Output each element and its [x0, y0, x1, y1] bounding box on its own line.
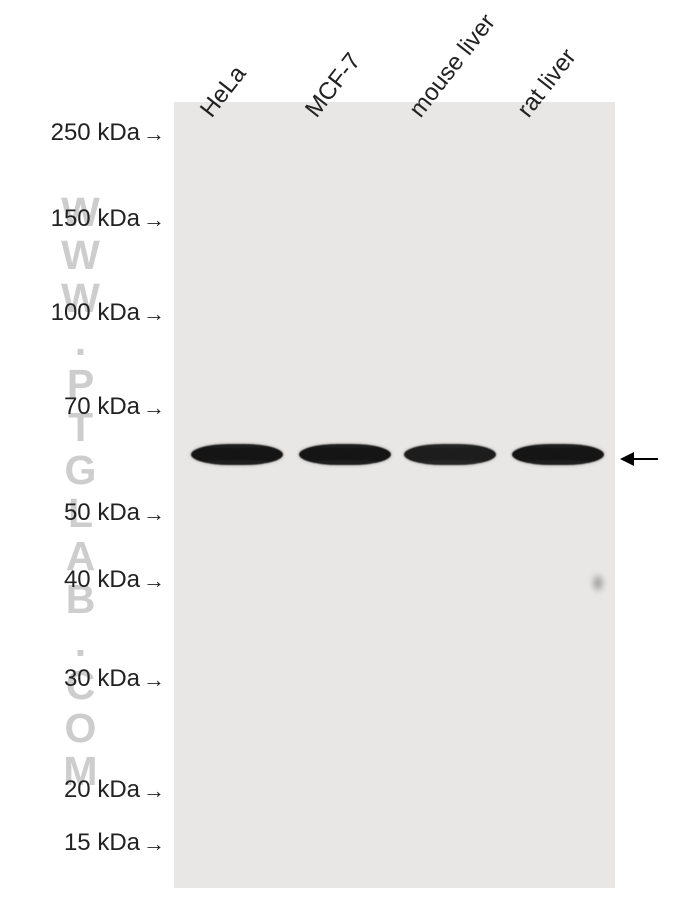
mw-marker-label: 30 kDa — [64, 665, 140, 693]
watermark: WWW.PTGLAB.COM — [55, 130, 105, 850]
mw-marker: 70 kDa→ — [64, 393, 165, 421]
artefact-smudge — [590, 572, 606, 594]
mw-marker: 100 kDa→ — [51, 299, 165, 327]
protein-band — [404, 444, 496, 465]
mw-marker: 20 kDa→ — [64, 776, 165, 804]
mw-marker: 250 kDa→ — [51, 119, 165, 147]
arrow-right-icon: → — [143, 397, 165, 419]
arrow-right-icon: → — [143, 833, 165, 855]
mw-marker-label: 15 kDa — [64, 829, 140, 857]
mw-marker: 150 kDa→ — [51, 205, 165, 233]
mw-marker-label: 70 kDa — [64, 393, 140, 421]
mw-marker-label: 20 kDa — [64, 776, 140, 804]
arrow-head-icon — [620, 452, 634, 466]
watermark-text: WWW.PTGLAB.COM — [57, 189, 104, 791]
arrow-right-icon: → — [143, 669, 165, 691]
mw-marker: 40 kDa→ — [64, 566, 165, 594]
mw-marker-label: 100 kDa — [51, 299, 140, 327]
mw-marker-label: 40 kDa — [64, 566, 140, 594]
blot-membrane — [174, 102, 615, 888]
protein-band — [191, 444, 283, 465]
mw-marker-label: 150 kDa — [51, 205, 140, 233]
protein-band — [299, 444, 391, 465]
mw-marker-label: 50 kDa — [64, 499, 140, 527]
arrow-right-icon: → — [143, 209, 165, 231]
arrow-right-icon: → — [143, 123, 165, 145]
mw-marker: 50 kDa→ — [64, 499, 165, 527]
arrow-right-icon: → — [143, 503, 165, 525]
mw-marker: 30 kDa→ — [64, 665, 165, 693]
mw-marker-label: 250 kDa — [51, 119, 140, 147]
mw-marker: 15 kDa→ — [64, 829, 165, 857]
arrow-right-icon: → — [143, 570, 165, 592]
protein-band — [512, 444, 604, 465]
western-blot-figure: WWW.PTGLAB.COM 250 kDa→150 kDa→100 kDa→7… — [0, 0, 700, 903]
arrow-right-icon: → — [143, 780, 165, 802]
arrow-right-icon: → — [143, 303, 165, 325]
band-indicator-arrow — [620, 452, 658, 466]
arrow-shaft — [634, 458, 658, 460]
